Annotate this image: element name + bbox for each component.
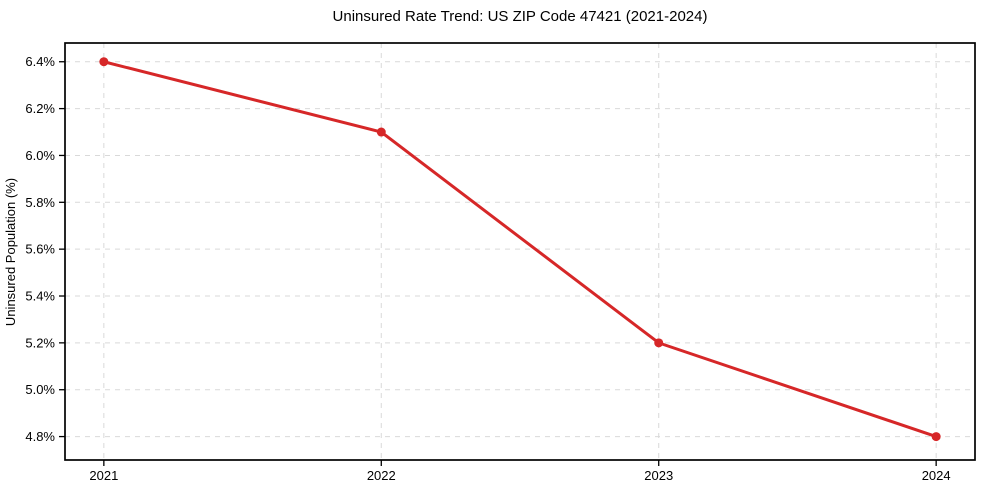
y-tick-label: 5.0% <box>25 382 55 397</box>
x-tick-label: 2024 <box>922 468 951 483</box>
y-tick-label: 5.2% <box>25 335 55 350</box>
data-series <box>99 57 941 442</box>
x-tick-label: 2022 <box>367 468 396 483</box>
axes: 4.8% 5.0% 5.2% 5.4% 5.6% 5.8% 6.0% 6.2% 6.4% 2021… <box>25 42 976 483</box>
y-tick-label: 5.8% <box>25 195 55 210</box>
x-tick-label: 2021 <box>89 468 118 483</box>
y-tick-label: 6.4% <box>25 54 55 69</box>
gridlines <box>65 43 975 460</box>
plot-border <box>64 42 976 461</box>
y-tick-label: 6.2% <box>25 101 55 116</box>
y-tick-label: 5.6% <box>25 242 55 257</box>
y-tick-label: 5.4% <box>25 289 55 304</box>
x-tick-label: 2023 <box>644 468 673 483</box>
data-point <box>376 127 386 137</box>
data-point <box>99 57 109 67</box>
y-axis-label: Uninsured Population (%) <box>3 178 18 326</box>
data-point <box>654 338 664 348</box>
chart-title: Uninsured Rate Trend: US ZIP Code 47421 … <box>333 8 708 25</box>
y-tick-label: 4.8% <box>25 429 55 444</box>
y-tick-label: 6.0% <box>25 148 55 163</box>
trend-line <box>102 60 938 439</box>
data-point <box>931 432 941 442</box>
